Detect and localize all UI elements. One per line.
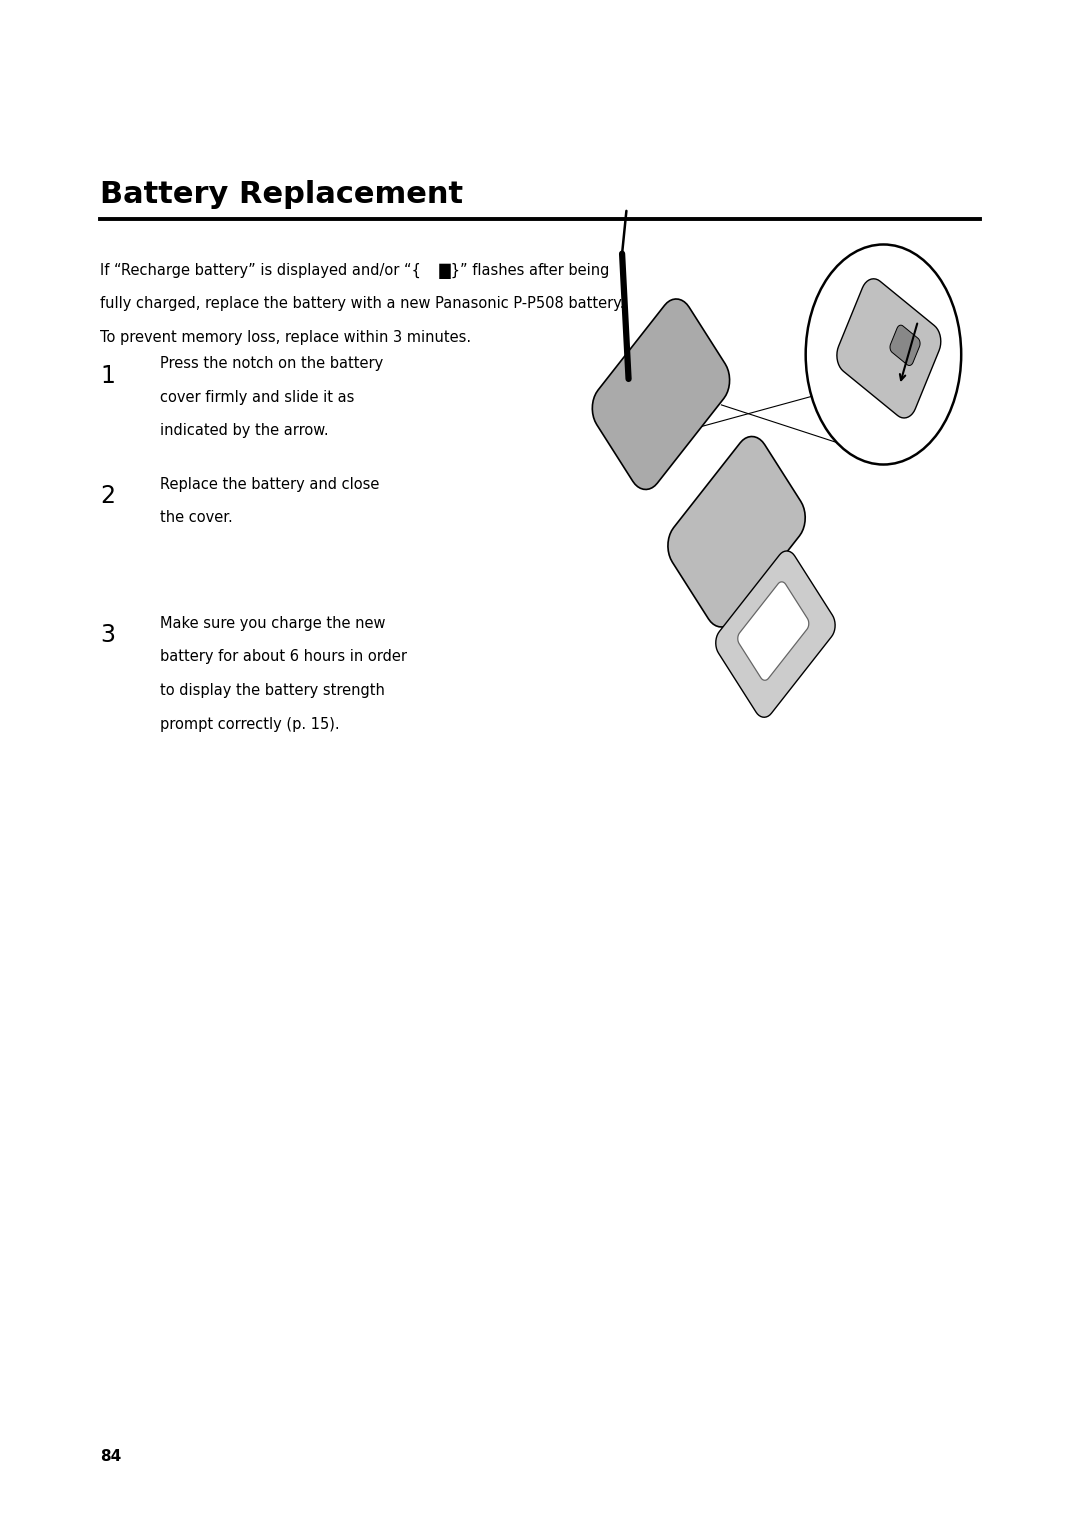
Polygon shape bbox=[592, 299, 730, 489]
Text: Make sure you charge the new: Make sure you charge the new bbox=[160, 616, 386, 631]
Text: Battery Replacement: Battery Replacement bbox=[100, 180, 463, 209]
Polygon shape bbox=[738, 582, 809, 680]
Text: 3: 3 bbox=[100, 623, 116, 648]
Text: 2: 2 bbox=[100, 484, 116, 509]
Text: prompt correctly (p. 15).: prompt correctly (p. 15). bbox=[160, 717, 339, 732]
Text: fully charged, replace the battery with a new Panasonic P-P508 battery.: fully charged, replace the battery with … bbox=[100, 296, 625, 312]
Text: If “Recharge battery” is displayed and/or “{    █}” flashes after being: If “Recharge battery” is displayed and/o… bbox=[100, 263, 610, 278]
Text: Replace the battery and close: Replace the battery and close bbox=[160, 477, 379, 492]
Text: 84: 84 bbox=[100, 1449, 122, 1464]
Text: Press the notch on the battery: Press the notch on the battery bbox=[160, 356, 383, 371]
Text: indicated by the arrow.: indicated by the arrow. bbox=[160, 423, 328, 439]
Text: cover firmly and slide it as: cover firmly and slide it as bbox=[160, 390, 354, 405]
Text: to display the battery strength: to display the battery strength bbox=[160, 683, 384, 698]
Text: the cover.: the cover. bbox=[160, 510, 232, 526]
Polygon shape bbox=[716, 552, 835, 717]
Polygon shape bbox=[837, 278, 941, 419]
Text: To prevent memory loss, replace within 3 minutes.: To prevent memory loss, replace within 3… bbox=[100, 330, 472, 345]
Text: battery for about 6 hours in order: battery for about 6 hours in order bbox=[160, 649, 407, 665]
Text: 1: 1 bbox=[100, 364, 116, 388]
Circle shape bbox=[806, 244, 961, 465]
Polygon shape bbox=[667, 437, 806, 626]
Polygon shape bbox=[890, 325, 920, 365]
